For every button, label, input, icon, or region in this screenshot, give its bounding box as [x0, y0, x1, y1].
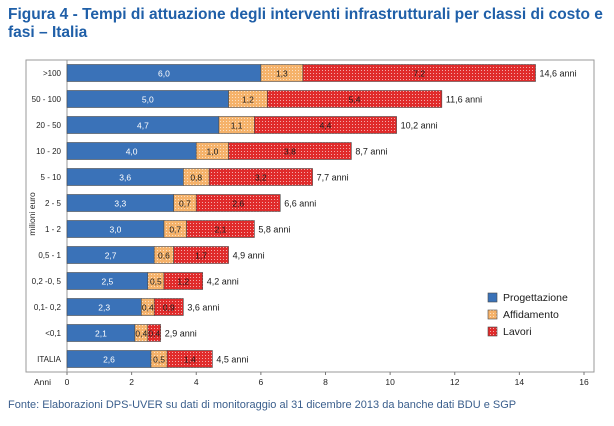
category-label: 1 - 2	[45, 225, 62, 234]
total-label: 5,8 anni	[258, 225, 290, 235]
category-label: 0,2 -0, 5	[32, 277, 62, 286]
bar-value-label: 2,1	[215, 225, 227, 235]
bar-value-label: 1,3	[276, 69, 288, 79]
category-label: 5 - 10	[41, 173, 62, 182]
bar-value-label: 0,4	[148, 329, 160, 339]
bar-value-label: 3,3	[114, 199, 126, 209]
category-label: 0,1- 0,2	[34, 303, 62, 312]
bar-lavori	[228, 142, 352, 160]
bar-value-label: 2,5	[101, 277, 113, 287]
total-label: 2,9 anni	[165, 329, 197, 339]
bar-value-label: 2,1	[95, 329, 107, 339]
bar-value-label: 1,2	[177, 277, 189, 287]
bar-value-label: 5,4	[349, 95, 361, 105]
figure-title: Figura 4 - Tempi di attuazione degli int…	[8, 6, 603, 41]
bar-value-label: 1,7	[195, 251, 207, 261]
total-label: 6,6 anni	[284, 199, 316, 209]
bar-value-label: 3,8	[284, 147, 296, 157]
bar-value-label: 0,5	[150, 277, 162, 287]
plot-frame	[25, 59, 595, 373]
bar-value-label: 7,2	[413, 69, 425, 79]
legend-swatch-progettazione	[487, 292, 498, 303]
bar-lavori	[186, 220, 255, 238]
category-label: ITALIA	[37, 355, 62, 364]
category-label: 20 - 50	[36, 121, 61, 130]
bar-value-label: 4,4	[320, 121, 332, 131]
bar-value-label: 3,2	[255, 173, 267, 183]
total-label: 10,2 anni	[401, 121, 438, 131]
bar-lavori	[195, 194, 281, 212]
bar-lavori	[208, 168, 313, 186]
bar-value-label: 4,7	[137, 121, 149, 131]
total-label: 11,6 anni	[446, 95, 482, 105]
bar-value-label: 0,7	[169, 225, 181, 235]
bar-value-label: 2,6	[232, 199, 244, 209]
bar-value-label: 4,0	[126, 147, 138, 157]
category-label: 50 - 100	[32, 95, 62, 104]
bar-value-label: 1,0	[206, 147, 218, 157]
bar-value-label: 0,9	[163, 303, 175, 313]
legend-label-lavori: Lavori	[503, 326, 532, 338]
bar-value-label: 0,5	[153, 355, 165, 365]
bar-value-label: 1,1	[231, 121, 243, 131]
bar-value-label: 0,4	[135, 329, 147, 339]
total-label: 7,7 anni	[317, 173, 349, 183]
y-axis-label: milioni euro	[27, 192, 37, 236]
bar-value-label: 5,0	[142, 95, 154, 105]
bar-value-label: 2,3	[98, 303, 110, 313]
bar-value-label: 2,7	[105, 251, 117, 261]
total-label: 4,5 anni	[216, 355, 248, 365]
x-tick-label: 6	[259, 377, 264, 387]
category-label: 2 - 5	[45, 199, 62, 208]
category-label: >100	[43, 69, 62, 78]
total-label: 14,6 anni	[540, 69, 577, 79]
bar-value-label: 1,4	[184, 355, 196, 365]
category-label: 10 - 20	[36, 147, 61, 156]
x-tick-label: 12	[450, 377, 460, 387]
x-tick-label: 14	[515, 377, 525, 387]
bar-value-label: 3,6	[119, 173, 131, 183]
bar-lavori	[166, 350, 213, 368]
category-label: <0,1	[45, 329, 61, 338]
bar-lavori	[302, 64, 536, 82]
category-label: 0,5 - 1	[38, 251, 61, 260]
bar-value-label: 6,0	[158, 69, 170, 79]
x-axis-label: Anni	[34, 377, 51, 387]
total-label: 4,2 anni	[207, 277, 239, 287]
figure-source: Fonte: Elaborazioni DPS-UVER su dati di …	[8, 399, 517, 411]
bar-lavori	[163, 272, 204, 290]
legend-label-affidamento: Affidamento	[503, 309, 559, 321]
x-tick-label: 8	[323, 377, 328, 387]
bar-lavori	[147, 324, 162, 342]
total-label: 3,6 anni	[187, 303, 219, 313]
x-tick-label: 16	[579, 377, 589, 387]
x-tick-label: 4	[194, 377, 199, 387]
bar-value-label: 1,2	[242, 95, 254, 105]
bar-value-label: 0,8	[190, 173, 202, 183]
total-label: 8,7 anni	[355, 147, 387, 157]
total-label: 4,9 anni	[233, 251, 265, 261]
bar-value-label: 0,6	[158, 251, 170, 261]
x-tick-label: 2	[129, 377, 134, 387]
legend-label-progettazione: Progettazione	[503, 292, 568, 304]
bar-lavori	[267, 90, 443, 108]
bar-lavori	[254, 116, 397, 134]
legend-swatch-affidamento	[487, 309, 498, 320]
bar-value-label: 2,6	[103, 355, 115, 365]
legend-swatch-lavori	[487, 326, 498, 337]
bar-lavori	[173, 246, 229, 264]
bar-value-label: 3,0	[110, 225, 122, 235]
x-tick-label: 10	[385, 377, 395, 387]
bar-lavori	[153, 298, 184, 316]
bar-value-label: 0,7	[179, 199, 191, 209]
x-tick-label: 0	[65, 377, 70, 387]
bar-value-label: 0,4	[142, 303, 154, 313]
